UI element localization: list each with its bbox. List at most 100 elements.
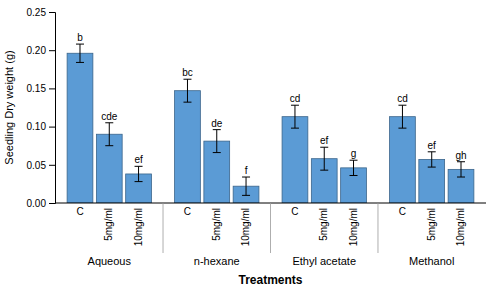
x-tick: 10mg/ml xyxy=(348,208,359,246)
error-bar xyxy=(135,166,143,181)
x-subgroup-axis: C 5mg/ml 10mg/ml xyxy=(291,206,358,246)
error-bar-cap xyxy=(291,128,299,129)
y-axis-line xyxy=(49,13,56,204)
error-bar-cap xyxy=(350,160,358,161)
error-bar-cap xyxy=(135,166,143,167)
significance-letter: bc xyxy=(182,67,193,78)
plot: 0.000.050.100.150.200.25bbccdcdcdedeefef… xyxy=(3,7,486,287)
x-tick-label: 10mg/ml xyxy=(240,208,251,246)
x-tick: C xyxy=(399,206,406,217)
error-bar-stem xyxy=(324,147,325,170)
error-bar xyxy=(76,44,84,62)
y-tick-label: 0.05 xyxy=(27,160,47,171)
error-bar-stem xyxy=(402,105,403,128)
y-tick: 0.10 xyxy=(27,121,55,132)
significance-letter: ef xyxy=(428,140,437,151)
significance-letter: cd xyxy=(397,93,408,104)
group-separator xyxy=(377,203,378,253)
x-tick-label: C xyxy=(76,206,83,217)
significance-letter: g xyxy=(351,148,357,159)
bar xyxy=(282,117,308,203)
x-tick-label: 5mg/ml xyxy=(318,208,329,241)
error-bar-stem xyxy=(109,123,110,146)
y-tick-mark xyxy=(49,50,55,51)
x-tick-label: 10mg/ml xyxy=(348,208,359,246)
group-label: Methanol xyxy=(409,255,454,267)
error-bar-cap xyxy=(213,152,221,153)
error-bar xyxy=(320,147,328,170)
error-bar-stem xyxy=(353,160,354,175)
error-bar-cap xyxy=(428,151,436,152)
error-bar-cap xyxy=(457,177,465,178)
x-tick: 10mg/ml xyxy=(133,208,144,246)
error-bar-cap xyxy=(242,177,250,178)
error-bar-stem xyxy=(187,79,188,102)
y-tick-mark xyxy=(49,165,55,166)
error-bar-cap xyxy=(350,175,358,176)
y-tick: 0.00 xyxy=(27,198,55,209)
error-bar-stem xyxy=(246,177,247,195)
y-tick-label: 0.20 xyxy=(27,45,47,56)
error-bar-cap xyxy=(213,129,221,130)
error-bar-stem xyxy=(461,162,462,177)
y-tick-mark xyxy=(49,127,55,128)
error-bar xyxy=(242,177,250,195)
group-separator xyxy=(270,203,271,253)
x-tick: 10mg/ml xyxy=(455,208,466,246)
error-bar-stem xyxy=(294,105,295,128)
y-tick-label: 0.25 xyxy=(27,7,47,18)
x-tick: 5mg/ml xyxy=(211,208,222,241)
significance-letter: cde xyxy=(101,111,118,122)
error-bar xyxy=(183,79,191,102)
error-bar-stem xyxy=(138,166,139,181)
error-bar-cap xyxy=(398,105,406,106)
chart: 0.000.050.100.150.200.25bbccdcdcdedeefef… xyxy=(0,0,496,289)
y-tick: 0.15 xyxy=(27,83,55,94)
bar-series xyxy=(96,123,444,203)
error-bar xyxy=(457,162,465,177)
group-separators xyxy=(163,203,378,253)
x-tick: 5mg/ml xyxy=(426,208,437,241)
x-tick: 5mg/ml xyxy=(318,208,329,241)
x-tick: C xyxy=(291,206,298,217)
error-bar xyxy=(398,105,406,128)
error-bar-cap xyxy=(242,195,250,196)
x-subgroup-axis: C 5mg/ml 10mg/ml xyxy=(184,206,251,246)
error-bar xyxy=(350,160,358,175)
y-axis: 0.00 0.05 0.10 0.15 0.20 0.25 xyxy=(27,7,56,209)
x-tick-label: C xyxy=(399,206,406,217)
marks xyxy=(67,44,474,203)
error-bar xyxy=(105,123,113,146)
bar xyxy=(67,53,93,203)
error-bar-cap xyxy=(183,79,191,80)
y-axis-title: Seedling Dry weight (g) xyxy=(3,50,15,164)
x-tick-label: C xyxy=(184,206,191,217)
error-bar-cap xyxy=(76,62,84,63)
y-tick-mark xyxy=(49,88,55,89)
error-bar-cap xyxy=(428,167,436,168)
significance-letter: b xyxy=(77,32,83,43)
bar-series xyxy=(126,160,474,203)
error-bar-cap xyxy=(135,181,143,182)
x-axis-title: Treatments xyxy=(238,273,302,287)
error-bar-cap xyxy=(398,128,406,129)
group-label: Ethyl acetate xyxy=(292,255,356,267)
x-tick: 10mg/ml xyxy=(240,208,251,246)
x-subgroup-axis: C5mg/ml10mg/ml xyxy=(76,206,143,246)
group-label: n-hexane xyxy=(194,255,240,267)
error-bar-stem xyxy=(216,130,217,153)
x-tick-label: 10mg/ml xyxy=(455,208,466,246)
bar xyxy=(175,91,201,203)
significance-letter: f xyxy=(245,165,248,176)
y-tick-mark xyxy=(49,203,55,204)
error-bar-cap xyxy=(105,145,113,146)
y-tick: 0.25 xyxy=(27,7,55,18)
error-bar-cap xyxy=(457,161,465,162)
y-tick-mark xyxy=(49,12,55,13)
group-separator xyxy=(163,203,164,253)
error-bar-cap xyxy=(105,122,113,123)
x-tick-label: 5mg/ml xyxy=(211,208,222,241)
significance-letter: gh xyxy=(455,150,466,161)
error-bar-cap xyxy=(320,147,328,148)
significance-letter: ef xyxy=(320,135,329,146)
